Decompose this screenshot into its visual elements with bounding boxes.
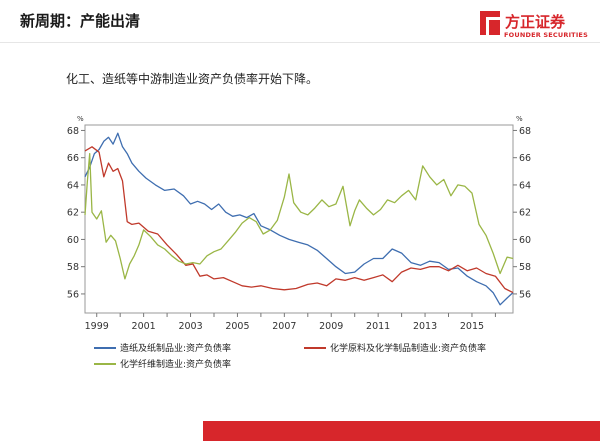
series-line-2 (84, 146, 514, 294)
y-tick-label-left: 58 (67, 262, 79, 273)
y-tick-label-left: 68 (67, 126, 79, 137)
logo-text-en: FOUNDER SECURITIES (504, 31, 588, 39)
y-tick-label-right: 68 (519, 126, 531, 137)
y-tick-label-right: 62 (519, 208, 531, 219)
x-tick-label: 2009 (319, 321, 343, 332)
y-tick-label-left: 66 (67, 153, 79, 164)
legend-label-chemical-raw: 化学原料及化学制品制造业:资产负债率 (330, 344, 487, 354)
founder-securities-logo (480, 11, 500, 35)
y-unit-left: % (77, 115, 84, 123)
legend-swatch-chemical-raw (304, 346, 326, 349)
legend-row-2: 化学纤维制造业:资产负债率 (94, 357, 574, 371)
x-tick-label: 2007 (272, 321, 296, 332)
x-tick-label: 2005 (225, 321, 249, 332)
y-tick-label-right: 66 (519, 153, 531, 164)
y-tick-label-left: 56 (67, 289, 79, 300)
series-line-3 (84, 152, 514, 280)
y-tick-label-left: 62 (67, 208, 79, 219)
y-tick-label-right: 58 (519, 262, 531, 273)
x-tick-label: 2015 (460, 321, 484, 332)
slide-title: 新周期：产能出清 (20, 12, 141, 30)
header-divider (0, 42, 600, 43)
x-tick-label: 2013 (413, 321, 437, 332)
y-unit-right: % (516, 115, 523, 123)
logo-mark-icon (480, 11, 500, 35)
x-tick-label: 2011 (366, 321, 390, 332)
series-line-1 (84, 132, 514, 306)
legend-swatch-chemical-fiber (94, 362, 116, 365)
plot-frame (84, 124, 514, 314)
legend-item-paper: 造纸及纸制品业:资产负债率 (94, 341, 231, 354)
y-tick-label-left: 60 (67, 235, 79, 246)
legend-label-chemical-fiber: 化学纤维制造业:资产负债率 (120, 360, 232, 370)
legend-label-paper: 造纸及纸制品业:资产负债率 (120, 344, 232, 354)
slide-subtitle: 化工、造纸等中游制造业资产负债率开始下降。 (66, 72, 319, 86)
y-tick-label-left: 64 (67, 180, 79, 191)
x-tick-label: 2003 (178, 321, 202, 332)
y-tick-label-right: 56 (519, 289, 531, 300)
legend-row-1: 造纸及纸制品业:资产负债率 化学原料及化学制品制造业:资产负债率 (94, 341, 574, 355)
x-tick-label: 1999 (85, 321, 109, 332)
logo-mark-accent-icon (489, 20, 500, 35)
legend-item-chemical-fiber: 化学纤维制造业:资产负债率 (94, 357, 231, 370)
y-tick-label-right: 60 (519, 235, 531, 246)
y-tick-label-right: 64 (519, 180, 531, 191)
x-tick-label: 2001 (132, 321, 156, 332)
logo-text-cn: 方正证券 (505, 13, 566, 31)
footer-accent-bar (203, 421, 600, 441)
legend-swatch-paper (94, 346, 116, 349)
legend-item-chemical-raw: 化学原料及化学制品制造业:资产负债率 (304, 341, 486, 354)
line-chart: % % 56 56 58 58 60 60 62 62 64 64 66 66 68 68 1999 2001 20… (67, 115, 531, 332)
